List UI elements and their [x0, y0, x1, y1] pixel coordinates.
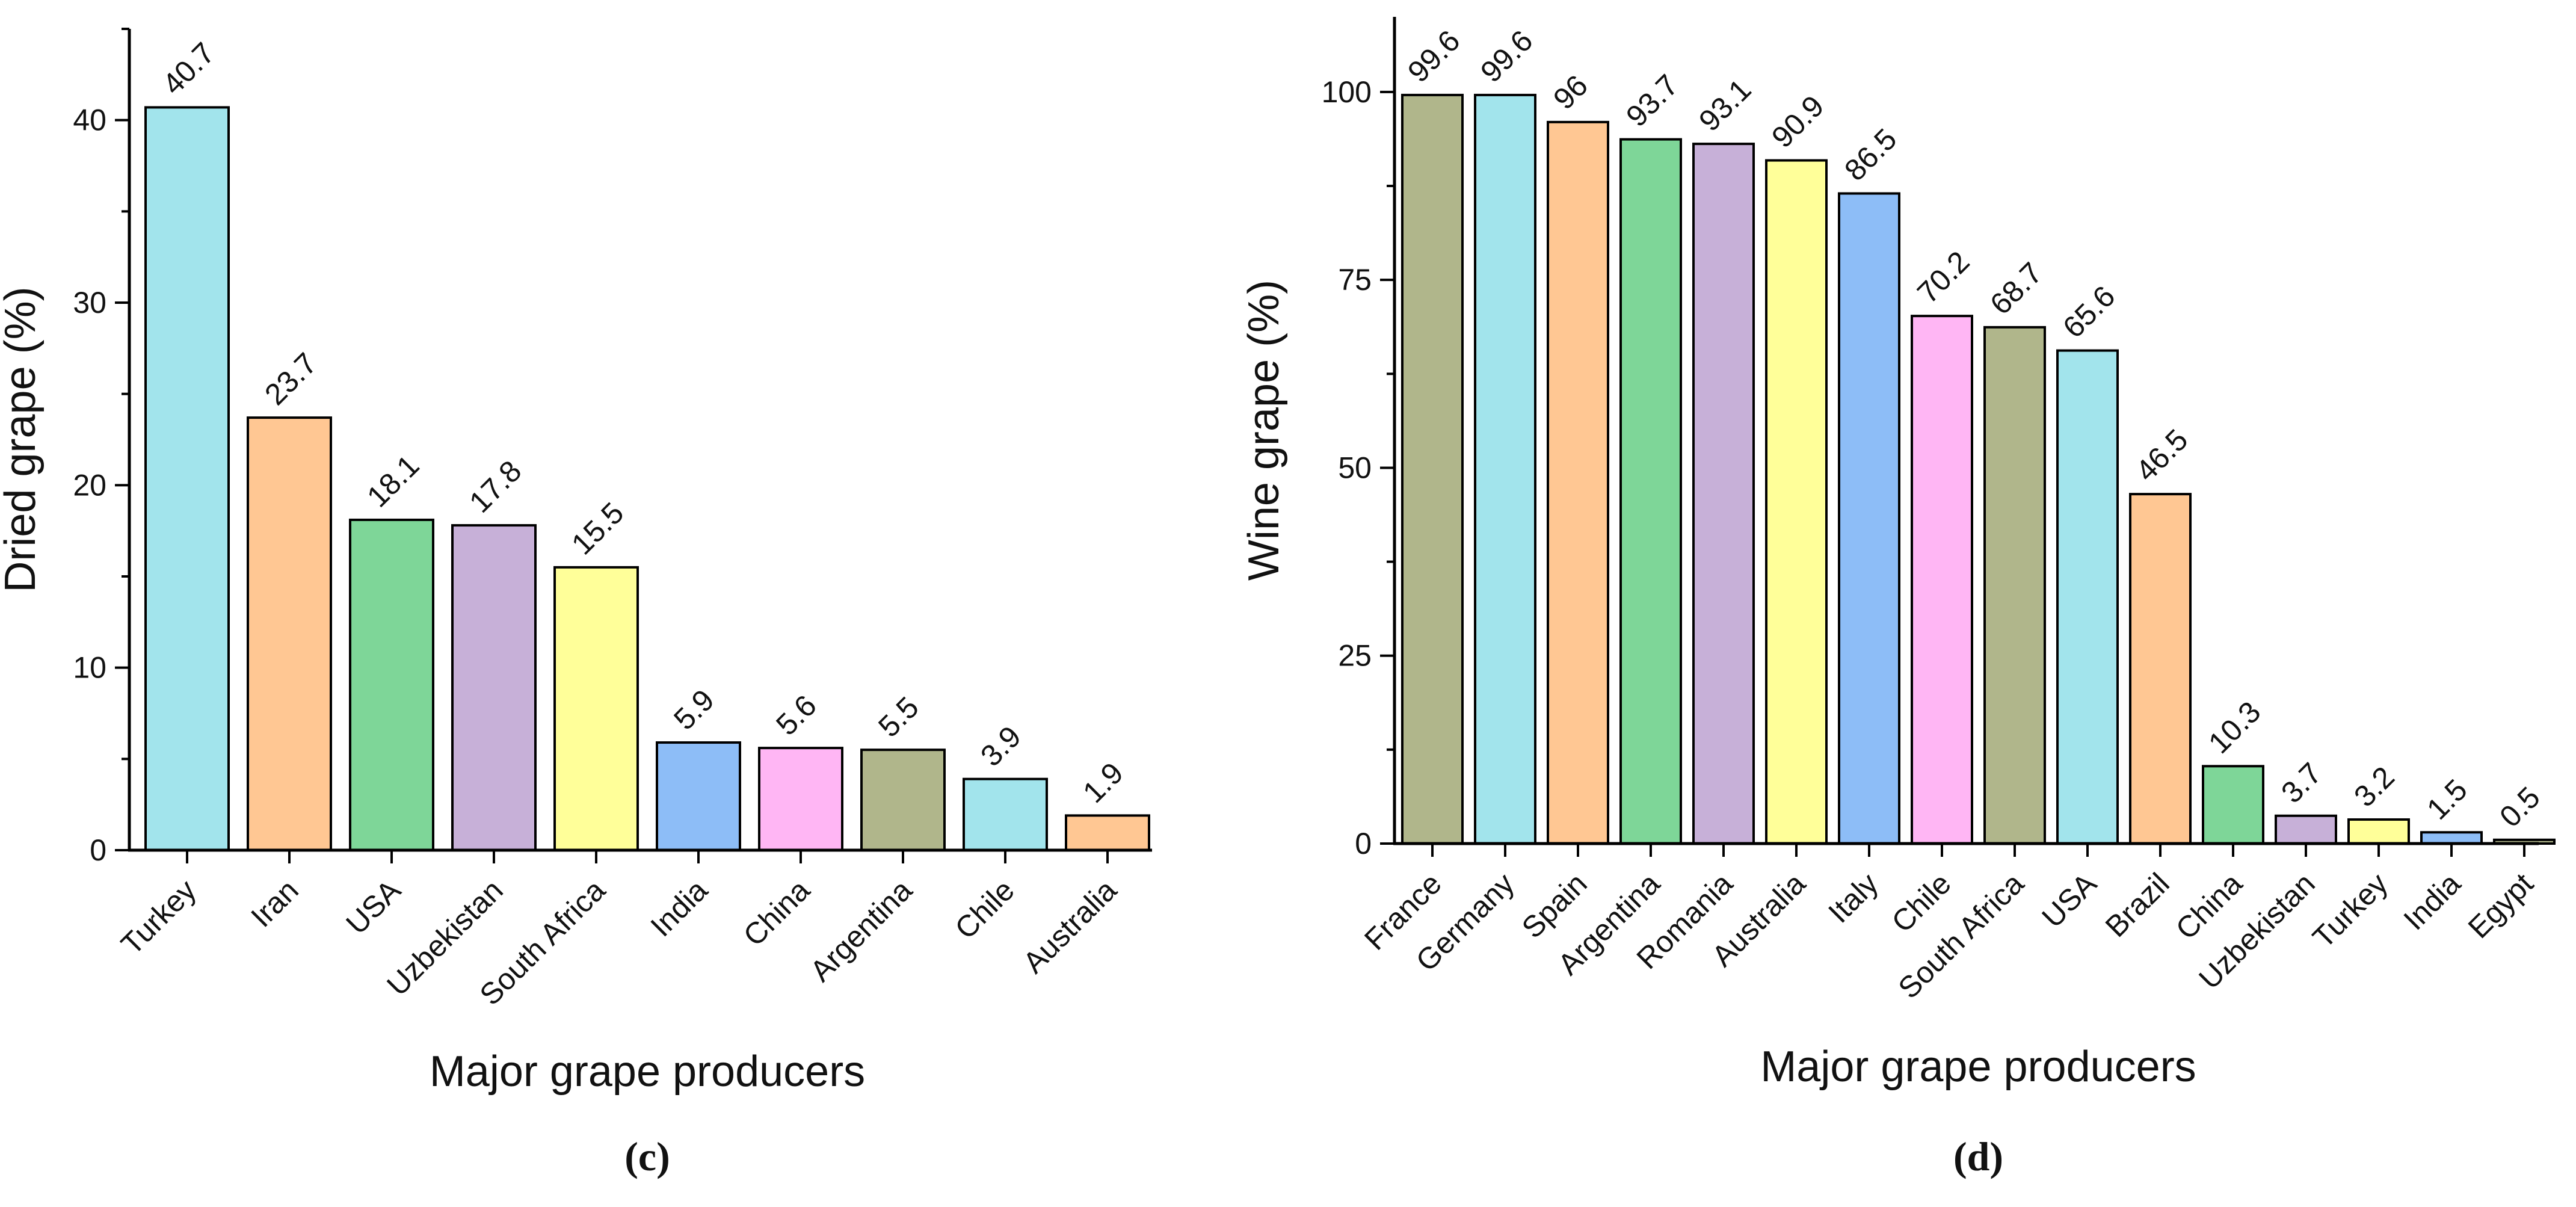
category-label-c: India	[644, 873, 714, 943]
y-tick-label-d: 25	[1338, 639, 1372, 673]
bar-d-france	[1401, 93, 1464, 845]
chart-d-wine-grape: 99.6France99.6Germany96Spain93.7Argentin…	[1240, 17, 2556, 1179]
x-axis-label-c: Major grape producers	[430, 1048, 865, 1096]
bar-c-chile	[963, 777, 1048, 851]
bar-c-south-africa	[553, 566, 639, 851]
bar-c-india	[656, 741, 741, 851]
bar-d-uzbekistan	[2275, 814, 2337, 845]
bar-d-china	[2202, 765, 2264, 845]
value-label-c: 15.5	[565, 496, 630, 561]
y-tick-label-c: 20	[73, 468, 106, 502]
value-label-c: 18.1	[360, 448, 425, 513]
y-tick-label-d: 75	[1338, 263, 1372, 297]
value-label-d: 99.6	[1401, 23, 1466, 88]
bar-c-australia	[1065, 814, 1150, 852]
panel-label-c: (c)	[624, 1134, 670, 1179]
value-label-c: 23.7	[258, 346, 323, 411]
category-label-c: China	[737, 873, 816, 952]
bar-d-germany	[1474, 93, 1536, 845]
y-tick-label-d: 50	[1338, 451, 1372, 484]
y-tick-label-d: 0	[1355, 827, 1372, 860]
y-tick-label-c: 30	[73, 286, 106, 320]
value-label-d: 65.6	[2056, 279, 2121, 344]
bar-d-argentina	[1619, 138, 1682, 845]
bar-d-chile	[1911, 315, 1973, 845]
value-label-d: 99.6	[1474, 23, 1539, 88]
category-label-d: Egypt	[2462, 866, 2540, 945]
chart-c-dried-grape: 40.7Turkey23.7Iran18.1USA17.8Uzbekistan1…	[0, 28, 1152, 1179]
bar-d-italy	[1838, 192, 1900, 845]
category-label-d: India	[2397, 866, 2467, 936]
value-label-c: 5.6	[769, 688, 823, 742]
bar-c-china	[758, 747, 843, 851]
bar-c-iran	[247, 416, 332, 851]
value-label-c: 5.9	[667, 683, 721, 736]
category-label-c: Chile	[949, 873, 1021, 945]
value-label-d: 46.5	[2129, 423, 2194, 488]
bar-d-romania	[1692, 143, 1755, 845]
y-tick-label-d: 100	[1322, 75, 1372, 109]
x-axis-label-d: Major grape producers	[1760, 1043, 2196, 1091]
y-axis-label-c: Dried grape (%)	[0, 286, 45, 592]
value-label-d: 90.9	[1765, 89, 1830, 154]
category-label-c: Turkey	[114, 873, 202, 961]
bar-c-usa	[349, 518, 434, 851]
y-tick-label-c: 10	[73, 651, 106, 685]
value-label-c: 1.9	[1076, 756, 1130, 809]
value-label-d: 10.3	[2202, 695, 2267, 760]
panel-label-d: (d)	[1953, 1134, 2003, 1179]
category-label-d: USA	[2035, 866, 2103, 934]
value-label-d: 93.7	[1619, 68, 1684, 133]
value-label-d: 93.1	[1692, 72, 1757, 137]
value-label-d: 96	[1547, 69, 1594, 116]
value-label-d: 3.2	[2347, 760, 2401, 813]
category-label-c: Iran	[244, 873, 305, 934]
bar-d-australia	[1765, 159, 1828, 845]
bar-d-turkey	[2347, 818, 2410, 845]
bar-d-south-africa	[1983, 326, 2046, 845]
value-label-d: 70.2	[1911, 244, 1976, 309]
category-label-c: USA	[339, 873, 407, 941]
bar-c-argentina	[860, 749, 946, 851]
bar-d-brazil	[2129, 493, 2192, 845]
category-label-c: Australia	[1017, 873, 1123, 980]
y-tick-label-c: 40	[73, 103, 106, 137]
category-label-c: Argentina	[804, 873, 919, 988]
value-label-d: 1.5	[2420, 773, 2474, 826]
category-label-d: Turkey	[2306, 866, 2394, 954]
value-label-d: 86.5	[1838, 122, 1903, 187]
bar-d-spain	[1547, 120, 1609, 845]
value-label-c: 17.8	[463, 454, 528, 519]
value-label-d: 0.5	[2493, 780, 2547, 834]
value-label-d: 68.7	[1983, 256, 2048, 321]
bar-d-india	[2420, 831, 2483, 845]
y-axis-label-d: Wine grape (%)	[1240, 280, 1288, 581]
category-label-d: Brazil	[2099, 866, 2176, 943]
bar-c-turkey	[144, 106, 230, 851]
value-label-c: 3.9	[974, 720, 1028, 773]
category-label-d: Italy	[1822, 866, 1884, 929]
bar-c-uzbekistan	[451, 524, 537, 851]
value-label-c: 5.5	[872, 690, 925, 744]
value-label-c: 40.7	[156, 36, 221, 101]
y-tick-label-c: 0	[90, 833, 106, 867]
value-label-d: 3.7	[2275, 756, 2328, 810]
bar-d-usa	[2056, 349, 2119, 845]
